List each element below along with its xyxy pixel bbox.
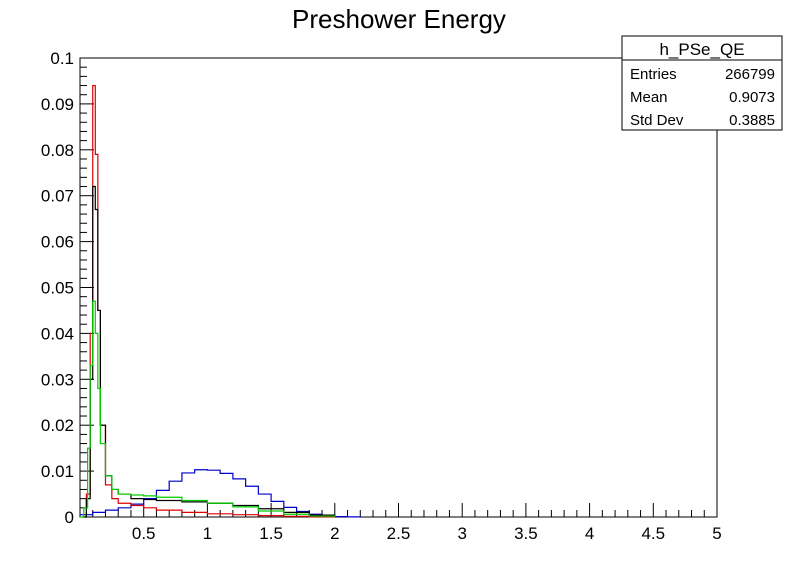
stats-box-title: h_PSe_QE (659, 40, 744, 59)
series-line-4 (80, 300, 336, 518)
series-line-1 (80, 469, 361, 518)
y-tick-label: 0.1 (50, 49, 74, 68)
y-tick-label: 0.08 (41, 141, 74, 160)
x-tick-label: 2.5 (387, 524, 411, 543)
x-tick-label: 0.5 (132, 524, 156, 543)
y-tick-label: 0.04 (41, 324, 74, 343)
x-tick-label: 4 (585, 524, 594, 543)
x-tick-label: 3 (457, 524, 466, 543)
y-tick-label: 0.07 (41, 187, 74, 206)
series-layer (80, 84, 361, 518)
y-tick-label: 0.06 (41, 233, 74, 252)
series-line-2 (82, 84, 336, 518)
y-tick-label: 0.01 (41, 462, 74, 481)
y-axis: 0 0.01 0.02 0.03 0.04 0.05 0.06 0.07 0.08 0.09 0.1 (41, 49, 94, 527)
stats-stddev-value: 0.3885 (729, 112, 775, 129)
stats-mean-label: Mean (630, 89, 668, 106)
chart-title: Preshower Energy (292, 4, 506, 34)
stats-stddev-label: Std Dev (630, 112, 684, 129)
y-tick-label: 0.02 (41, 416, 74, 435)
x-tick-label: 5 (712, 524, 721, 543)
y-tick-label: 0.05 (41, 279, 74, 298)
stats-entries-label: Entries (630, 66, 677, 83)
x-tick-label: 4.5 (641, 524, 665, 543)
stats-box-frame (621, 35, 783, 131)
stats-mean-value: 0.9073 (729, 89, 775, 106)
y-tick-label: 0.09 (41, 95, 74, 114)
x-axis: 0.5 1 1.5 2 2.5 3 3.5 4 4.5 5 (92, 503, 722, 543)
stats-entries-value: 266799 (725, 66, 775, 83)
y-tick-label: 0.03 (41, 370, 74, 389)
x-tick-label: 2 (330, 524, 339, 543)
y-tick-label: 0 (65, 508, 74, 527)
x-tick-label: 3.5 (514, 524, 538, 543)
stats-box: h_PSe_QE Entries 266799 Mean 0.9073 Std … (621, 35, 783, 131)
x-tick-label: 1.5 (259, 524, 283, 543)
x-tick-label: 1 (203, 524, 212, 543)
